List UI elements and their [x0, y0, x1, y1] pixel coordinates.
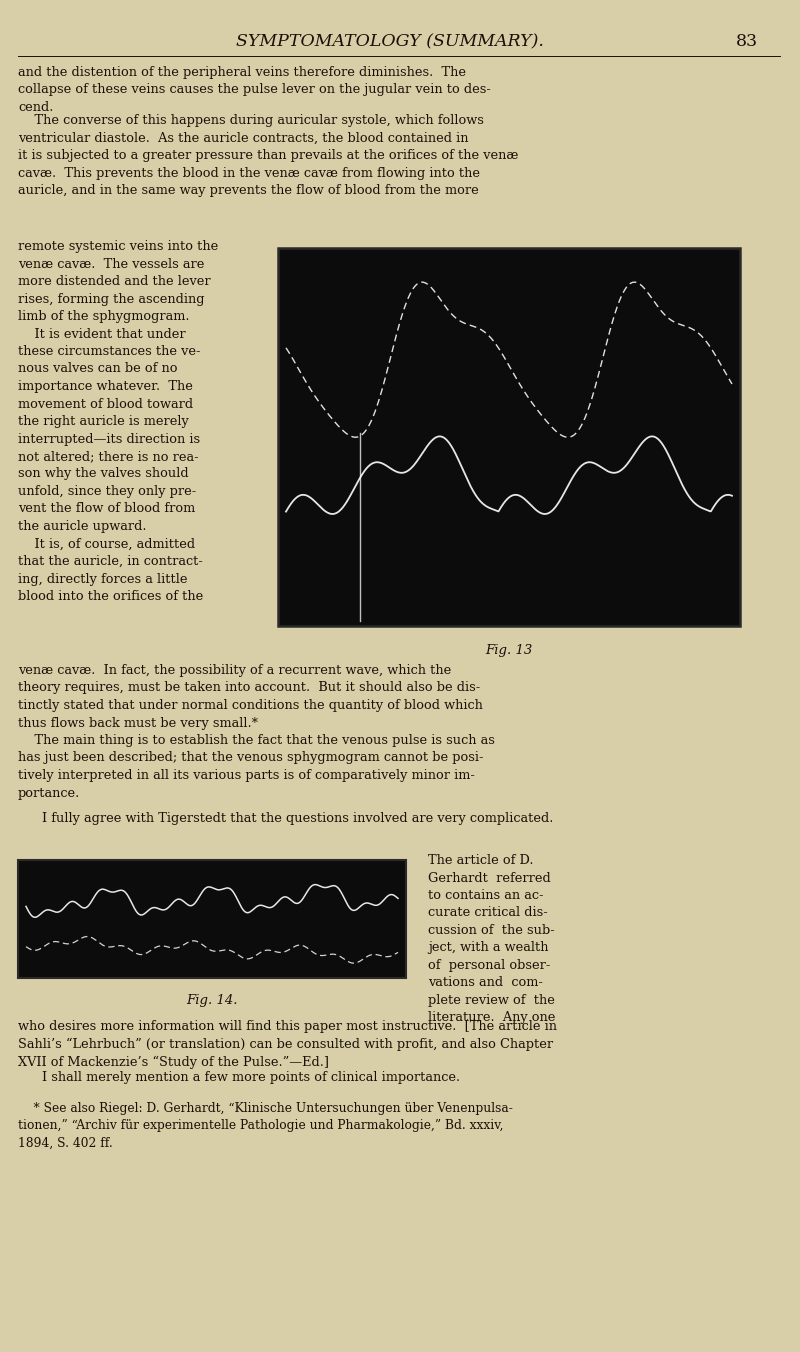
Text: The article of D.
Gerhardt  referred
to contains an ac-
curate critical dis-
cus: The article of D. Gerhardt referred to c…	[428, 854, 555, 1025]
Text: who desires more information will find this paper most instructive.  [The articl: who desires more information will find t…	[18, 1019, 557, 1068]
Text: I fully agree with Tigerstedt that the questions involved are very complicated.: I fully agree with Tigerstedt that the q…	[42, 813, 554, 825]
Text: Fig. 13: Fig. 13	[486, 644, 533, 657]
Text: The converse of this happens during auricular systole, which follows
ventricular: The converse of this happens during auri…	[18, 114, 518, 197]
Text: * See also Riegel: D. Gerhardt, “Klinische Untersuchungen über Venenpulsa-
tione: * See also Riegel: D. Gerhardt, “Klinisc…	[18, 1102, 513, 1151]
Text: 83: 83	[736, 34, 758, 50]
Text: The main thing is to establish the fact that the venous pulse is such as
has jus: The main thing is to establish the fact …	[18, 734, 495, 799]
Text: remote systemic veins into the
venæ cavæ.  The vessels are
more distended and th: remote systemic veins into the venæ cavæ…	[18, 241, 218, 603]
Text: Fig. 14.: Fig. 14.	[186, 994, 238, 1007]
Bar	[278, 247, 740, 626]
Text: I shall merely mention a few more points of clinical importance.: I shall merely mention a few more points…	[42, 1071, 460, 1083]
Text: SYMPTOMATOLOGY (SUMMARY).: SYMPTOMATOLOGY (SUMMARY).	[236, 34, 544, 50]
Bar	[18, 860, 406, 977]
Text: venæ cavæ.  In fact, the possibility of a recurrent wave, which the
theory requi: venæ cavæ. In fact, the possibility of a…	[18, 664, 483, 730]
Text: and the distention of the peripheral veins therefore diminishes.  The
collapse o: and the distention of the peripheral vei…	[18, 66, 491, 114]
